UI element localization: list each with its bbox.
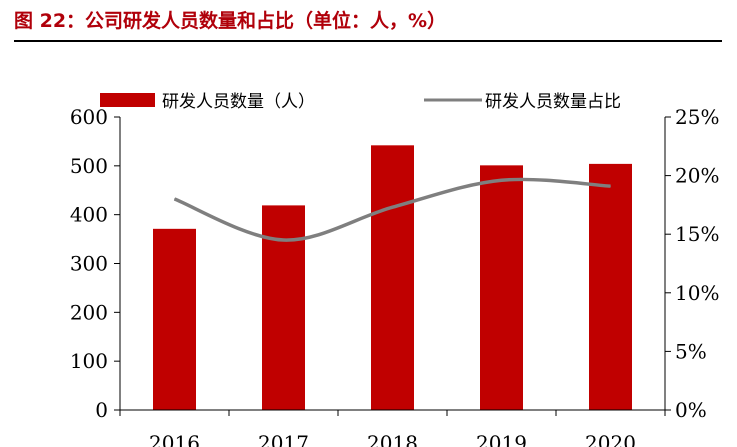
right-tick-label: 20% [675, 164, 719, 188]
left-tick-label: 200 [70, 300, 108, 324]
right-tick-label: 15% [675, 222, 719, 246]
left-tick-label: 600 [70, 105, 108, 129]
left-tick-label: 100 [70, 349, 108, 373]
bar-2016 [153, 228, 196, 410]
bar-2018 [371, 145, 414, 410]
line-point-2016 [174, 198, 175, 200]
bars [153, 145, 632, 410]
x-tick-label: 2017 [258, 431, 309, 447]
legend-line-label: 研发人员数量占比 [485, 92, 621, 112]
bar-2019 [480, 165, 523, 410]
legend-bar-label: 研发人员数量（人） [162, 92, 315, 112]
chart-title: 图 22：公司研发人员数量和占比（单位：人，%） [14, 10, 447, 32]
line-layer [173, 177, 611, 242]
x-tick-label: 2020 [585, 431, 636, 447]
line-point-2019 [501, 179, 502, 181]
axes: 0 100 200 300 400 500 600 0% 5% 10% 15% 20% 25% 2016 2… [70, 105, 720, 447]
right-tick-label: 25% [675, 105, 719, 129]
line-point-2017 [283, 239, 284, 241]
right-tick-label: 5% [675, 339, 707, 363]
line-point-2020 [610, 185, 611, 187]
bar-2017 [262, 205, 305, 410]
bar-2020 [589, 163, 632, 410]
legend-bar-swatch [100, 93, 155, 107]
x-tick-label: 2016 [149, 431, 200, 447]
x-tick-label: 2019 [476, 431, 527, 447]
right-tick-label: 0% [675, 398, 707, 422]
right-tick-label: 10% [675, 281, 719, 305]
x-tick-label: 2018 [367, 431, 418, 447]
left-tick-label: 300 [70, 252, 108, 276]
line-point-2018 [392, 206, 393, 208]
left-tick-label: 500 [70, 154, 108, 178]
left-tick-label: 0 [95, 398, 108, 422]
legend: 研发人员数量（人） 研发人员数量占比 [100, 92, 621, 112]
title-divider [14, 40, 722, 42]
left-tick-label: 400 [70, 203, 108, 227]
